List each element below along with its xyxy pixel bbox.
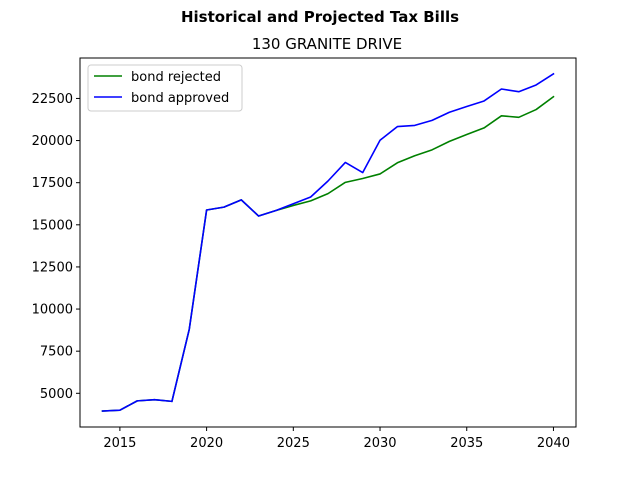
y-tick-label: 22500	[32, 92, 73, 107]
y-tick-label: 15000	[32, 218, 73, 233]
y-tick-label: 7500	[40, 345, 73, 360]
y-tick-label: 12500	[32, 260, 73, 275]
y-tick-label: 10000	[32, 303, 73, 318]
plot-area	[79, 57, 577, 428]
y-axis: 5000 7500 10000 12500 15000 17500 20000 22500	[32, 92, 80, 402]
chart-title: 130 GRANITE DRIVE	[252, 35, 402, 53]
series-line-bond-approved	[101, 72, 555, 412]
x-tick-label: 2030	[363, 436, 396, 451]
y-tick-label: 5000	[40, 387, 73, 402]
legend-box	[87, 64, 243, 112]
x-tick-label: 2020	[190, 436, 223, 451]
chart-suptitle: Historical and Projected Tax Bills	[181, 8, 459, 26]
x-axis: 2015 2020 2025 2030 2035 2040	[103, 427, 570, 451]
legend-label-bond-rejected: bond rejected	[131, 70, 221, 85]
legend-label-bond-approved: bond approved	[131, 91, 229, 106]
series-layer	[101, 72, 555, 412]
x-tick-label: 2040	[537, 436, 570, 451]
x-tick-label: 2035	[450, 436, 483, 451]
x-tick-label: 2025	[277, 436, 310, 451]
y-tick-label: 17500	[32, 176, 73, 191]
y-tick-label: 20000	[32, 134, 73, 149]
x-tick-label: 2015	[103, 436, 136, 451]
legend: bond rejected bond approved	[87, 64, 243, 112]
